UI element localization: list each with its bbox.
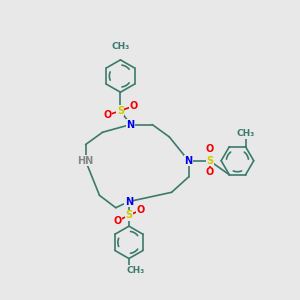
Text: S: S bbox=[125, 210, 133, 220]
Text: HN: HN bbox=[77, 156, 94, 166]
Text: O: O bbox=[206, 144, 214, 154]
Text: CH₃: CH₃ bbox=[111, 42, 130, 51]
Text: O: O bbox=[206, 167, 214, 177]
Text: N: N bbox=[184, 156, 193, 166]
Text: CH₃: CH₃ bbox=[236, 129, 255, 138]
Text: S: S bbox=[117, 106, 124, 116]
Text: O: O bbox=[113, 216, 122, 226]
Text: O: O bbox=[136, 205, 145, 215]
Text: S: S bbox=[206, 156, 213, 166]
Text: N: N bbox=[126, 119, 135, 130]
Text: O: O bbox=[103, 110, 111, 120]
Text: N: N bbox=[125, 196, 133, 206]
Text: O: O bbox=[130, 101, 138, 111]
Text: CH₃: CH₃ bbox=[126, 266, 144, 274]
